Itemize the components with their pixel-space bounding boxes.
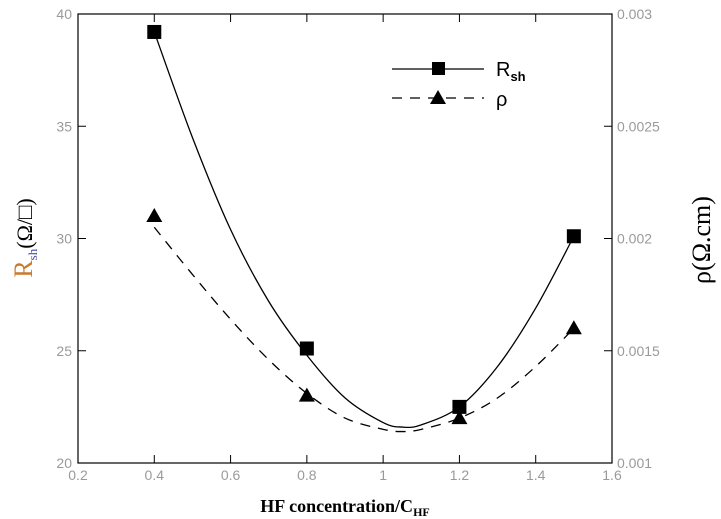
rsh-data-point (147, 24, 162, 39)
legend-marker-rsh (432, 62, 445, 75)
y-left-tick-label: 25 (56, 343, 72, 359)
x-tick-label: 1.6 (602, 467, 622, 483)
x-tick-label: 1.4 (526, 467, 546, 483)
y-left-axis-label: Rsh(Ω/□) (9, 198, 40, 277)
x-tick-label: 1 (379, 467, 387, 483)
y-left-axis-label-main: R (9, 260, 38, 278)
y-left-tick-label: 35 (56, 118, 72, 134)
x-tick-label: 0.8 (297, 467, 317, 483)
x-tick-label: 1.2 (450, 467, 470, 483)
y-left-tick-label: 30 (56, 231, 72, 247)
rsh-data-point (452, 399, 467, 414)
y-right-axis-ticks: 0.001 0.0015 0.002 0.0025 0.003 (604, 6, 660, 471)
y-right-tick-label: 0.002 (617, 231, 652, 247)
y-right-tick-label: 0.003 (617, 6, 652, 22)
y-right-axis-label-main: ρ(Ω.cm) (687, 196, 716, 284)
legend-label-rho: ρ (496, 89, 507, 111)
legend-label-rsh: Rsh (496, 59, 526, 84)
y-right-axis-label: ρ(Ω.cm) (687, 196, 716, 284)
x-axis-label: HF concentration/CHF (260, 496, 429, 519)
x-axis-label-main: HF concentration/C (260, 496, 413, 516)
y-left-axis-ticks: 20 25 30 35 40 (56, 6, 86, 471)
x-tick-label: 0.6 (221, 467, 241, 483)
legend-label-rsh-sub: sh (510, 69, 525, 84)
data-markers (146, 24, 582, 425)
rsh-fit-curve (153, 31, 575, 429)
rho-data-point (146, 208, 163, 223)
plot-frame (77, 13, 613, 464)
x-tick-label: 0.2 (68, 467, 88, 483)
y-left-tick-label: 40 (56, 6, 72, 22)
fit-curves (153, 31, 575, 433)
x-axis-label-sub: HF (413, 505, 430, 519)
y-left-tick-label: 20 (56, 455, 72, 471)
rho-data-point (565, 320, 582, 335)
legend: Rsh ρ (392, 59, 526, 111)
rho-fit-curve (153, 226, 575, 433)
rsh-data-point (299, 341, 314, 356)
x-tick-label: 0.4 (145, 467, 165, 483)
rsh-data-point (566, 229, 581, 244)
y-right-tick-label: 0.001 (617, 455, 652, 471)
legend-label-rsh-main: R (496, 59, 510, 81)
rho-data-point (451, 410, 468, 425)
y-left-axis-label-unit: (Ω/□) (12, 198, 37, 248)
y-right-tick-label: 0.0015 (617, 343, 660, 359)
y-right-tick-label: 0.0025 (617, 118, 660, 134)
rho-data-point (298, 387, 315, 402)
x-axis-ticks: 0.2 0.4 0.6 0.8 1 1.2 1.4 1.6 (68, 14, 622, 483)
y-left-axis-label-sub: sh (25, 248, 40, 260)
legend-marker-rho (430, 90, 446, 104)
